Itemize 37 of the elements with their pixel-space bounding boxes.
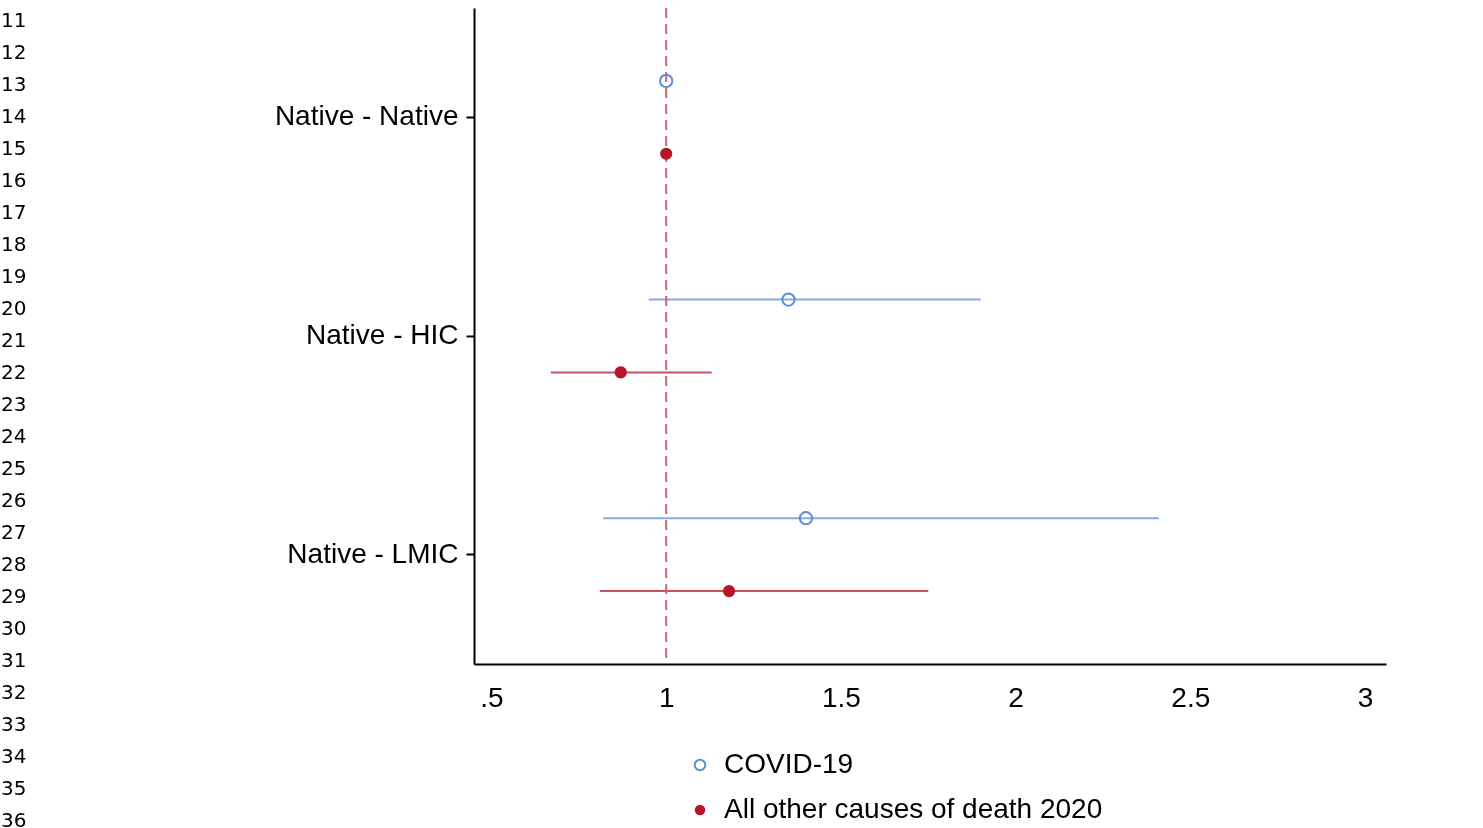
text: 21 <box>1 327 27 354</box>
text: 14 <box>1 103 27 130</box>
legend-label: COVID-19 <box>724 748 854 779</box>
text: 20 <box>1 295 27 322</box>
x-tick-label: 3 <box>1357 681 1374 713</box>
text: 32 <box>1 679 27 706</box>
x-tick-label: 1.5 <box>821 681 861 713</box>
text: 13 <box>1 71 27 98</box>
legend-label: All other causes of death 2020 <box>724 793 1103 824</box>
text: 29 <box>1 583 27 610</box>
x-tick-label: 2.5 <box>1171 681 1211 713</box>
text: 26 <box>1 487 27 514</box>
text: 34 <box>1 743 27 770</box>
text: 18 <box>1 231 27 258</box>
text: 35 <box>1 775 27 802</box>
text: 28 <box>1 551 27 578</box>
text: 27 <box>1 519 27 546</box>
text: 16 <box>1 167 27 194</box>
x-tick-label: 2 <box>1008 681 1024 713</box>
text: 22 <box>1 359 27 386</box>
text: 24 <box>1 423 27 450</box>
x-tick-label: .5 <box>480 681 504 713</box>
text: 36 <box>1 807 27 828</box>
y-tick-label: Native - Native <box>274 100 459 132</box>
text: 11 <box>1 7 27 34</box>
text: 25 <box>1 455 27 482</box>
text: 33 <box>1 711 27 738</box>
y-tick-label: Native - LMIC <box>287 537 459 569</box>
text: 30 <box>1 615 27 642</box>
text: 19 <box>1 263 27 290</box>
text: 23 <box>1 391 27 418</box>
x-tick-label: 1 <box>658 681 675 713</box>
text: 12 <box>1 39 27 66</box>
text: 17 <box>1 199 27 226</box>
text: 15 <box>1 135 27 162</box>
text: 31 <box>1 647 27 674</box>
y-tick-label: Native - HIC <box>306 319 459 350</box>
